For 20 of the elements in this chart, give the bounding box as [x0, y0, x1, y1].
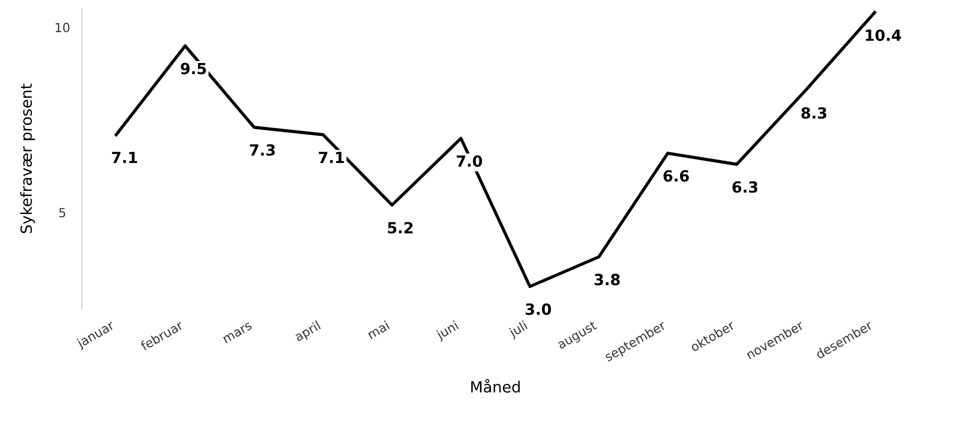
x-axis-title: Måned: [471, 378, 520, 393]
text: 10.4: [866, 29, 902, 42]
text: 3.0: [526, 303, 552, 315]
text: 3.8: [594, 274, 620, 286]
text: 5.2: [388, 222, 413, 234]
y-axis-title: Sykefravær prosent: [20, 84, 35, 234]
text: 6.3: [732, 181, 758, 193]
text: 7.3: [250, 144, 275, 156]
text: 7.0: [456, 155, 482, 167]
y-tick-label: 10: [56, 22, 70, 32]
text: 8.3: [801, 107, 826, 119]
x-tick-label: juli: [508, 320, 529, 340]
text: 7.1: [318, 152, 344, 163]
x-tick-label: mars: [223, 322, 252, 344]
x-tick-label: mai: [366, 320, 390, 340]
text: 9.5: [180, 62, 206, 74]
x-tick-label: april: [294, 320, 322, 344]
text: 7.1: [112, 152, 138, 163]
text: 6.6: [664, 170, 689, 182]
y-tick-label: 5: [59, 208, 66, 218]
